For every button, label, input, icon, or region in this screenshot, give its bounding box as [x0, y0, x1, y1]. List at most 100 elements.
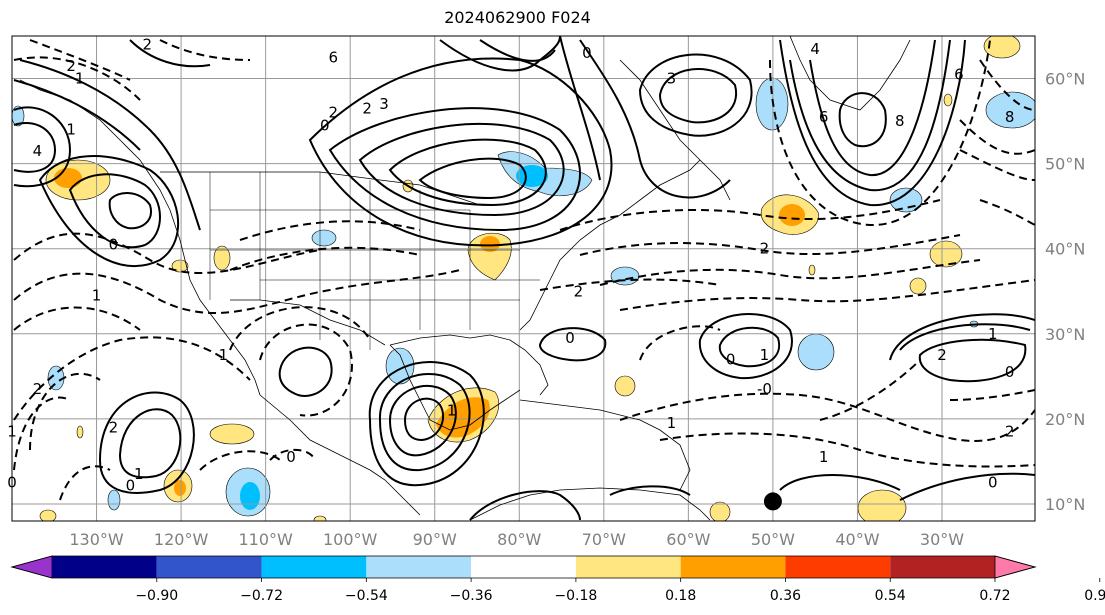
contour-dashed — [959, 149, 1035, 181]
contour-label: 2 — [66, 57, 76, 75]
contour-solid — [779, 474, 901, 491]
coastline-mexico — [259, 394, 421, 516]
contour-label: 1 — [134, 465, 144, 483]
contour-solid — [328, 107, 581, 232]
colorbar-segment — [471, 556, 576, 578]
map-frame — [11, 35, 1036, 522]
colorbar-segment — [366, 556, 472, 578]
contour-label: 2 — [574, 282, 584, 300]
shade-blob — [171, 259, 189, 273]
contour-solid — [838, 92, 887, 148]
shade-blob — [983, 36, 1021, 59]
coastline-caribbean — [519, 399, 691, 491]
contour-label: 0 — [726, 350, 736, 368]
contour-solid — [378, 373, 471, 472]
contour-dashed — [819, 359, 921, 421]
contour-dashed — [199, 450, 281, 471]
contour-dashed — [13, 336, 251, 421]
lon-tick-label: 110°W — [238, 530, 293, 549]
contour-solid — [698, 313, 793, 380]
colorbar-tick-label: 0.72 — [979, 588, 1010, 604]
contour-label: 0 — [286, 448, 296, 466]
lat-tick-label: 30°N — [1045, 325, 1085, 344]
position-marker — [763, 492, 782, 511]
contour-solid — [388, 138, 547, 207]
contour-label: 3 — [667, 70, 677, 88]
contour-solid — [779, 39, 966, 207]
lon-tick-label: 50°W — [751, 530, 795, 549]
shade-blob — [808, 264, 816, 276]
coastline-canada-east — [619, 59, 731, 201]
contour-dashed — [619, 392, 1035, 442]
contour-solid — [638, 53, 753, 137]
shade-blob — [857, 489, 907, 521]
contour-solid — [418, 157, 527, 200]
coastline-south-america — [469, 487, 711, 521]
contour-solid — [579, 39, 731, 199]
contour-solid — [68, 173, 161, 249]
contour-dashed — [599, 259, 981, 286]
contour-dashed — [159, 39, 251, 61]
colorbar-tick-label: 0.54 — [875, 588, 906, 604]
colorbar-segment — [52, 556, 157, 578]
coastline-greenland — [789, 36, 911, 111]
contour-solid — [19, 59, 201, 231]
shade-blob — [614, 375, 636, 397]
contour-solid — [98, 391, 195, 494]
contour-dashed — [13, 306, 141, 331]
contour-solid — [13, 122, 57, 173]
contour-solid — [129, 39, 211, 68]
shade-blob — [929, 240, 963, 268]
contour-solid — [388, 385, 457, 457]
contour-label: 1 — [75, 70, 85, 88]
lat-tick-label: 60°N — [1045, 70, 1085, 89]
contour-label: 1 — [988, 325, 998, 343]
contour-label: 4 — [810, 40, 820, 58]
lon-tick-label: 130°W — [69, 530, 124, 549]
contour-dashed — [979, 199, 1035, 226]
contour-label: 1 — [219, 346, 229, 364]
contour-solid — [13, 79, 141, 151]
coastlines — [19, 36, 911, 521]
lat-tick-label: 10°N — [1045, 495, 1085, 514]
contour-label: 8 — [895, 112, 905, 130]
colorbar-tick-label: −0.90 — [135, 588, 178, 604]
contour-label: 6 — [819, 108, 829, 126]
contour-label: 1 — [819, 448, 829, 466]
contour-solid — [918, 338, 1027, 383]
contour-label: 0 — [565, 329, 575, 347]
shade-blob — [311, 229, 337, 247]
shade-blob — [54, 168, 82, 188]
lon-tick-label: 30°W — [920, 530, 964, 549]
contour-dashed — [959, 119, 1035, 155]
coastline-gulf-north — [389, 334, 549, 396]
colorbar-tick-label: 0.18 — [665, 588, 696, 604]
contour-dashed — [619, 279, 1035, 311]
contour-solid — [789, 39, 951, 192]
colorbar-segment — [575, 556, 681, 578]
contour-label: 1 — [92, 287, 102, 305]
contour-label: 6 — [328, 48, 338, 66]
contour-dashed — [949, 389, 1035, 401]
contour-label: 2 — [109, 418, 119, 436]
contour-dashed — [229, 246, 421, 271]
contour-label: 0 — [320, 116, 330, 134]
contour-label: 4 — [33, 142, 43, 160]
contour-dashed — [639, 325, 721, 361]
colorbar-tick-label: 0.90 — [1084, 588, 1105, 604]
contour-label: 1 — [7, 423, 17, 441]
shade-blob — [76, 425, 84, 439]
contour-solid — [718, 326, 781, 368]
lon-tick-label: 80°W — [497, 530, 541, 549]
contour-label: 0 — [1005, 363, 1015, 381]
shade-blob — [213, 245, 231, 271]
contour-label: 0 — [582, 44, 592, 62]
colorbar-tick-label: −0.18 — [554, 588, 597, 604]
shade-blob — [943, 93, 953, 107]
shade-blob — [779, 204, 805, 226]
lon-tick-label: 40°W — [835, 530, 879, 549]
shade-blob — [174, 480, 186, 496]
contour-solid — [609, 485, 691, 496]
